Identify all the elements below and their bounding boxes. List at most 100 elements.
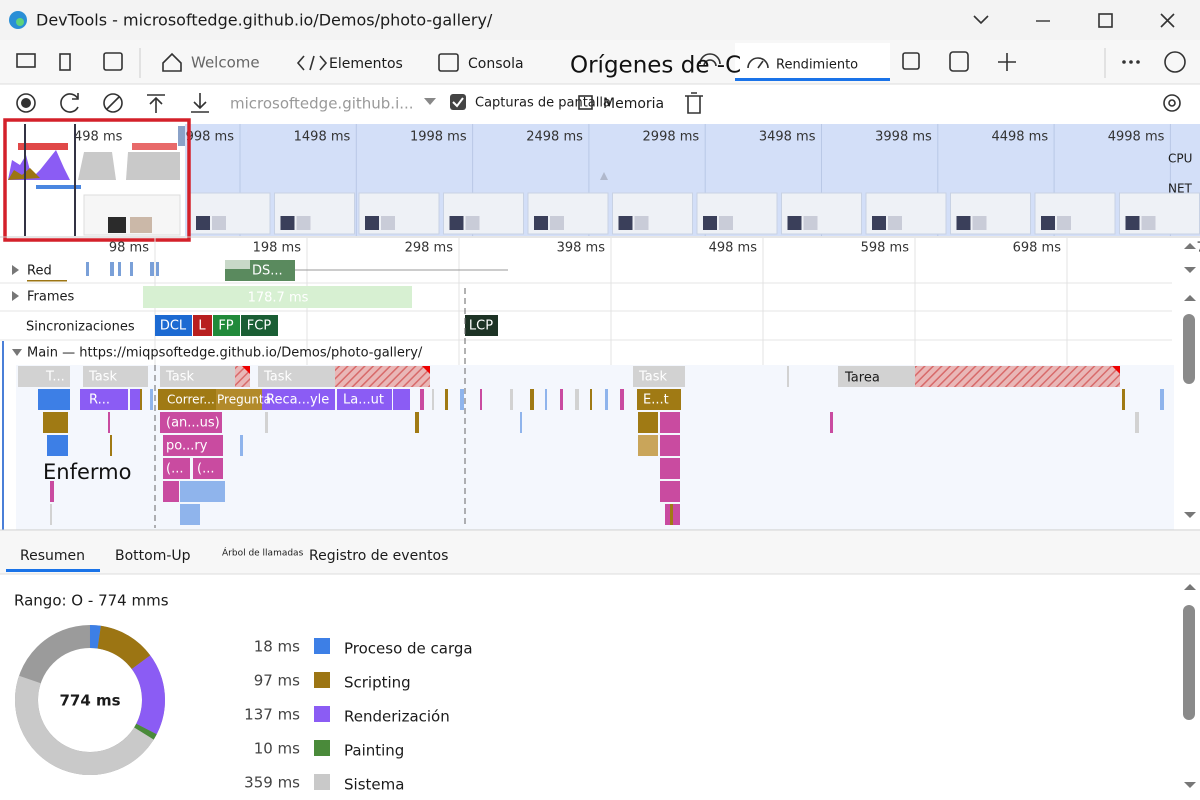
scroll-down[interactable] xyxy=(1184,267,1196,273)
bottom-tab[interactable]: Árbol de llamadas xyxy=(222,547,304,559)
tab[interactable]: Elementos xyxy=(329,56,403,72)
add-tab-button[interactable] xyxy=(998,53,1016,71)
scroll-down[interactable] xyxy=(1184,782,1196,788)
help-button[interactable] xyxy=(1164,51,1186,73)
active-tab[interactable] xyxy=(735,43,890,81)
screenshot-image xyxy=(972,216,987,230)
flame-sliver xyxy=(605,389,608,410)
flame-label: (... xyxy=(197,462,214,477)
network-bar xyxy=(18,143,68,150)
screenshot-image xyxy=(365,216,379,230)
flame-sliver xyxy=(545,389,547,410)
wifi-icon[interactable] xyxy=(699,53,721,67)
expand-arrow[interactable] xyxy=(12,291,19,301)
tab[interactable]: Rendimiento xyxy=(776,58,858,73)
overview-tick: 1498 ms xyxy=(294,130,351,145)
inspect-icon[interactable] xyxy=(16,53,36,68)
upload-button[interactable] xyxy=(147,94,165,113)
application-icon[interactable] xyxy=(949,51,969,72)
overview-tick: 498 ms xyxy=(74,130,123,145)
memory-icon[interactable] xyxy=(902,52,920,70)
track-label[interactable]: Red xyxy=(27,264,52,279)
device-icon[interactable] xyxy=(59,53,71,71)
bottom-tab[interactable]: Resumen xyxy=(20,548,85,564)
screenshot-image xyxy=(1041,216,1055,230)
cpu-chart xyxy=(600,172,608,180)
trash-button[interactable] xyxy=(685,92,703,114)
timeline-tick: 398 ms xyxy=(557,241,606,256)
legend-swatch xyxy=(314,740,330,756)
cpu-chart xyxy=(8,150,70,180)
dropdown-button[interactable] xyxy=(973,15,989,25)
record-dot xyxy=(21,98,31,108)
settings-button[interactable] xyxy=(1163,94,1181,112)
legend-swatch xyxy=(314,706,330,722)
flame-sliver xyxy=(140,389,142,410)
record-button[interactable] xyxy=(16,93,36,113)
scroll-up[interactable] xyxy=(1184,243,1196,249)
home-icon[interactable] xyxy=(162,52,182,72)
flame-block xyxy=(660,481,680,502)
collapse-arrow[interactable] xyxy=(12,349,22,356)
flame-sliver xyxy=(265,412,268,433)
donut-segment xyxy=(97,625,151,670)
range-label: Rango: O - 774 mms xyxy=(14,592,169,610)
legend-name: Painting xyxy=(344,742,404,760)
flame-block xyxy=(638,435,658,456)
selection-handle[interactable] xyxy=(178,126,185,146)
window-title: DevTools - microsoftedge.github.io/Demos… xyxy=(36,11,493,30)
donut-segment xyxy=(15,675,154,775)
timeline-tick: 698 ms xyxy=(1013,241,1062,256)
legend-value: 18 ms xyxy=(254,638,300,656)
download-button[interactable] xyxy=(191,93,209,113)
legend-name: Sistema xyxy=(344,776,404,794)
scrollbar-thumb[interactable] xyxy=(1183,314,1195,384)
close-button[interactable] xyxy=(1160,13,1175,28)
console-icon[interactable] xyxy=(438,53,459,72)
checkbox[interactable] xyxy=(450,94,466,110)
flame-block xyxy=(660,412,680,433)
legend-name: Scripting xyxy=(344,674,411,692)
flame-block xyxy=(163,435,223,456)
clear-button[interactable] xyxy=(103,93,123,113)
overview-tick: 2498 ms xyxy=(526,130,583,145)
flame-sliver xyxy=(240,435,243,456)
memory-checkbox[interactable] xyxy=(578,95,593,110)
checkbox-label[interactable]: Memoria xyxy=(603,96,664,112)
flame-sliver xyxy=(575,389,579,410)
clear-slash xyxy=(106,96,120,110)
expand-arrow[interactable] xyxy=(12,265,19,275)
cpu-chart xyxy=(126,152,180,180)
overlay-text: Orígenes de -C xyxy=(570,53,741,79)
panel-icon[interactable] xyxy=(103,52,123,71)
flame-label: T... xyxy=(45,370,65,385)
network-bar xyxy=(132,143,177,150)
scroll-down[interactable] xyxy=(1184,512,1196,518)
bottom-tab[interactable]: Registro de eventos xyxy=(309,548,448,564)
flame-label: (an...us) xyxy=(166,416,220,431)
tab[interactable]: Consola xyxy=(468,56,524,72)
scroll-up[interactable] xyxy=(1184,584,1196,590)
screenshot-image xyxy=(1057,216,1071,230)
flame-label: La...ut xyxy=(343,393,384,408)
track-label[interactable]: Frames xyxy=(27,290,75,305)
reload-button[interactable] xyxy=(60,93,79,113)
maximize-button[interactable] xyxy=(1098,13,1113,28)
elements-icon[interactable] xyxy=(296,55,328,71)
dropdown-arrow[interactable] xyxy=(424,98,436,105)
screenshot-image xyxy=(634,216,649,230)
legend-swatch xyxy=(314,774,330,790)
network-request xyxy=(156,262,159,276)
more-button[interactable] xyxy=(1122,60,1140,64)
flame-sliver xyxy=(50,481,54,502)
scrollbar-thumb[interactable] xyxy=(1183,605,1195,720)
track-label[interactable]: Main — https://miqpsoftedge.github.io/De… xyxy=(27,346,423,361)
tab[interactable]: Welcome xyxy=(191,54,260,72)
checkbox-label[interactable]: Capturas de pantalla xyxy=(475,96,611,111)
bottom-tab[interactable]: Bottom-Up xyxy=(115,548,191,564)
screenshot-image xyxy=(196,216,210,230)
network-request xyxy=(110,262,114,276)
target-select[interactable]: microsoftedge.github.i... xyxy=(230,95,414,113)
scroll-up[interactable] xyxy=(1184,295,1196,301)
active-tab-underline xyxy=(6,569,100,572)
